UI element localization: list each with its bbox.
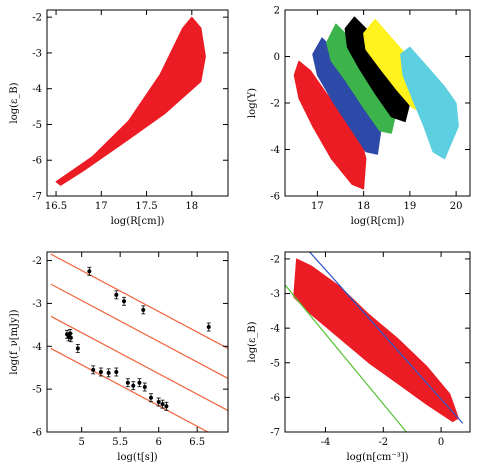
data-point [114,292,119,297]
x-tick-label: 0 [438,437,444,448]
plot-area [293,16,459,190]
x-axis-label: log(R[cm]) [111,216,165,227]
x-axis-label: log(R[cm]) [351,216,405,227]
y-tick-label: -2 [270,99,280,110]
y-axis-label: log(ε_B) [247,321,258,362]
y-tick-label: -5 [32,120,42,131]
y-axis-label: log(Y) [247,88,258,118]
plot-frame [46,251,229,433]
y-tick-label: -2 [32,256,42,267]
x-tick-label: 18 [357,201,370,212]
y-tick-label: -2 [32,13,42,24]
x-tick-label: 17 [95,201,108,212]
x-tick-label: 6.5 [189,437,205,448]
data-point [91,367,96,372]
data-region-6 [400,46,459,160]
data-point [122,299,127,304]
y-tick-label: -6 [32,428,42,439]
model-line-1 [308,252,464,424]
y-tick-label: -3 [32,299,42,310]
data-point [131,383,136,388]
data-point [148,395,153,400]
y-tick-label: 0 [274,52,280,63]
y-tick-label: -5 [32,385,42,396]
data-region-1 [293,60,367,190]
y-tick-label: -3 [32,48,42,59]
y-tick-label: -7 [32,192,42,203]
x-tick-label: 17.5 [135,201,157,212]
data-point [137,380,142,385]
y-tick-label: -4 [270,324,280,335]
y-tick-label: 2 [274,6,280,17]
model-line-1 [50,253,228,349]
y-tick-label: -7 [270,428,280,439]
y-tick-label: -4 [270,145,280,156]
data-point [114,370,119,374]
data-point [142,385,147,389]
panel-bottom-left: 5 5.5 6 6.5 -2 -3 -4 -5 -6 log(t[s]) log(f_ν[mJy]) [9,251,229,463]
data-point [98,370,103,374]
x-tick-label: 18 [185,201,198,212]
panel-bottom-right: -4 -2 0 -2 -3 -4 -5 -6 -7 log(n[cm⁻³]) log(ε_B) [247,251,471,463]
x-tick-label: 20 [450,201,463,212]
y-tick-label: -3 [270,289,280,300]
x-axis-label: log(n[cm⁻³]) [346,452,408,463]
y-axis-label: log(f_ν[mJy]) [9,309,20,374]
data-point [160,402,165,407]
plot-area [285,252,464,432]
y-tick-label: -2 [270,254,280,265]
data-point [68,335,73,340]
plot-frame [284,251,471,433]
data-region-4 [344,16,413,123]
data-point [125,380,130,385]
data-point [87,269,92,274]
model-line-3 [50,315,228,412]
x-tick-label: -4 [321,437,331,448]
x-axis-label: log(t[s]) [117,452,157,463]
data-point [206,325,211,329]
data-point [75,346,80,351]
x-tick-label: 5 [78,437,84,448]
panel-top-left: 16.5 17 17.5 18 -2 -3 -4 -5 -6 -7 log(R[cm]) log(ε_… [9,9,229,227]
model-line-4 [50,347,210,432]
data-point [106,370,111,375]
x-tick-label: -2 [378,437,388,448]
data-point [164,404,169,409]
data-point [141,307,146,312]
plot-area [55,16,206,186]
data-region-1 [55,16,206,186]
y-tick-label: -4 [32,84,42,95]
plot-area [50,253,228,432]
y-tick-label: -4 [32,342,42,353]
x-tick-label: 6 [155,437,161,448]
plot-frame [46,9,229,197]
x-tick-label: 19 [404,201,417,212]
x-tick-label: 16.5 [45,201,67,212]
x-tick-label: 5.5 [112,437,128,448]
data-region-1 [293,258,459,423]
y-tick-label: -5 [270,358,280,369]
model-line-2 [285,284,407,432]
data-point [156,400,161,404]
y-tick-label: -6 [270,192,280,203]
model-line-2 [50,283,228,379]
y-tick-label: -6 [32,156,42,167]
x-tick-label: 17 [311,201,324,212]
y-tick-label: -6 [270,393,280,404]
y-axis-label: log(ε_B) [9,82,20,123]
